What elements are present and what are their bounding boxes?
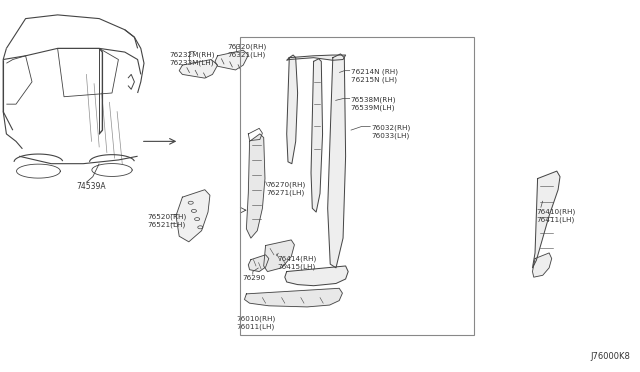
Text: 76410(RH)
76411(LH): 76410(RH) 76411(LH): [536, 208, 575, 223]
Bar: [240, 37, 474, 335]
Text: 76290: 76290: [242, 275, 265, 280]
Text: 76538M(RH)
76539M(LH): 76538M(RH) 76539M(LH): [351, 97, 396, 111]
Polygon shape: [246, 134, 265, 238]
Text: J76000K8: J76000K8: [591, 352, 630, 361]
Text: 76270(RH)
76271(LH): 76270(RH) 76271(LH): [267, 182, 306, 196]
Polygon shape: [248, 255, 269, 272]
Text: 74539A: 74539A: [77, 182, 106, 191]
Polygon shape: [287, 55, 346, 60]
Polygon shape: [285, 266, 348, 286]
Text: 76214N (RH)
76215N (LH): 76214N (RH) 76215N (LH): [351, 69, 397, 83]
Text: 76232M(RH)
76233M(LH): 76232M(RH) 76233M(LH): [170, 51, 215, 66]
Polygon shape: [532, 253, 552, 277]
Text: 76520(RH)
76521(LH): 76520(RH) 76521(LH): [147, 214, 186, 228]
Text: 76320(RH)
76321(LH): 76320(RH) 76321(LH): [227, 44, 266, 58]
Polygon shape: [179, 60, 218, 78]
Text: 76414(RH)
76415(LH): 76414(RH) 76415(LH): [277, 256, 316, 270]
Polygon shape: [328, 54, 346, 268]
Polygon shape: [176, 190, 210, 242]
Polygon shape: [311, 59, 323, 212]
Text: 76032(RH)
76033(LH): 76032(RH) 76033(LH): [371, 125, 410, 139]
Polygon shape: [244, 288, 342, 307]
Text: 76010(RH)
76011(LH): 76010(RH) 76011(LH): [236, 315, 276, 330]
Polygon shape: [264, 240, 294, 272]
Polygon shape: [532, 171, 560, 268]
Polygon shape: [287, 55, 298, 164]
Polygon shape: [215, 50, 248, 70]
